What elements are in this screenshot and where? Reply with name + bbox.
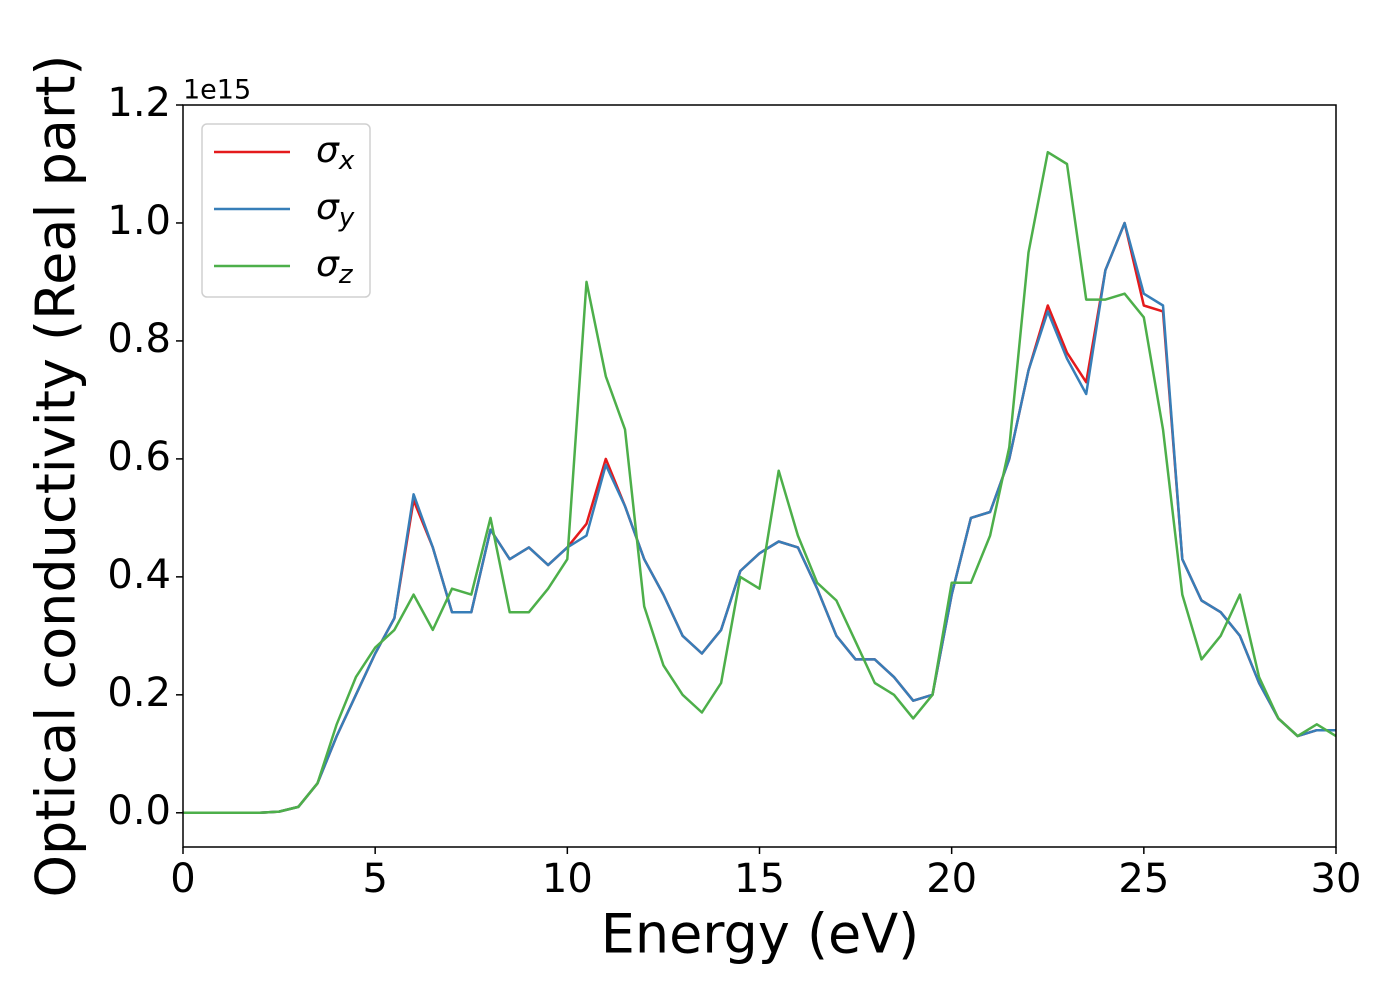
x-tick-label: 0: [170, 856, 195, 902]
line-series: [183, 221, 1336, 815]
plot-frame: [182, 104, 1337, 848]
x-axis-label: Energy (eV): [601, 903, 920, 966]
x-tick-label: 30: [1311, 856, 1362, 902]
y-tick-label: 0.4: [107, 552, 171, 598]
y-tick-label: 0.0: [107, 788, 171, 834]
x-tick-label: 10: [542, 856, 593, 902]
y-axis-label: Optical conductivity (Real part): [25, 55, 88, 898]
y-tick-label: 0.6: [107, 434, 171, 480]
legend-box: [201, 123, 371, 298]
x-tick-label: 15: [734, 856, 785, 902]
y-tick-label: 0.8: [107, 316, 171, 362]
y-tick-label: 1.2: [107, 80, 171, 126]
x-tick-label: 5: [362, 856, 387, 902]
x-tick-label: 20: [926, 856, 977, 902]
legend-label: σz: [316, 244, 354, 290]
y-tick-label: 0.2: [107, 670, 171, 716]
y-tick-label: 1.0: [107, 198, 171, 244]
y-offset-label: 1e15: [183, 75, 251, 106]
x-tick-label: 25: [1118, 856, 1169, 902]
legend-label: σx: [316, 130, 355, 176]
line-series: [183, 150, 1336, 815]
legend-label: σy: [316, 187, 355, 233]
